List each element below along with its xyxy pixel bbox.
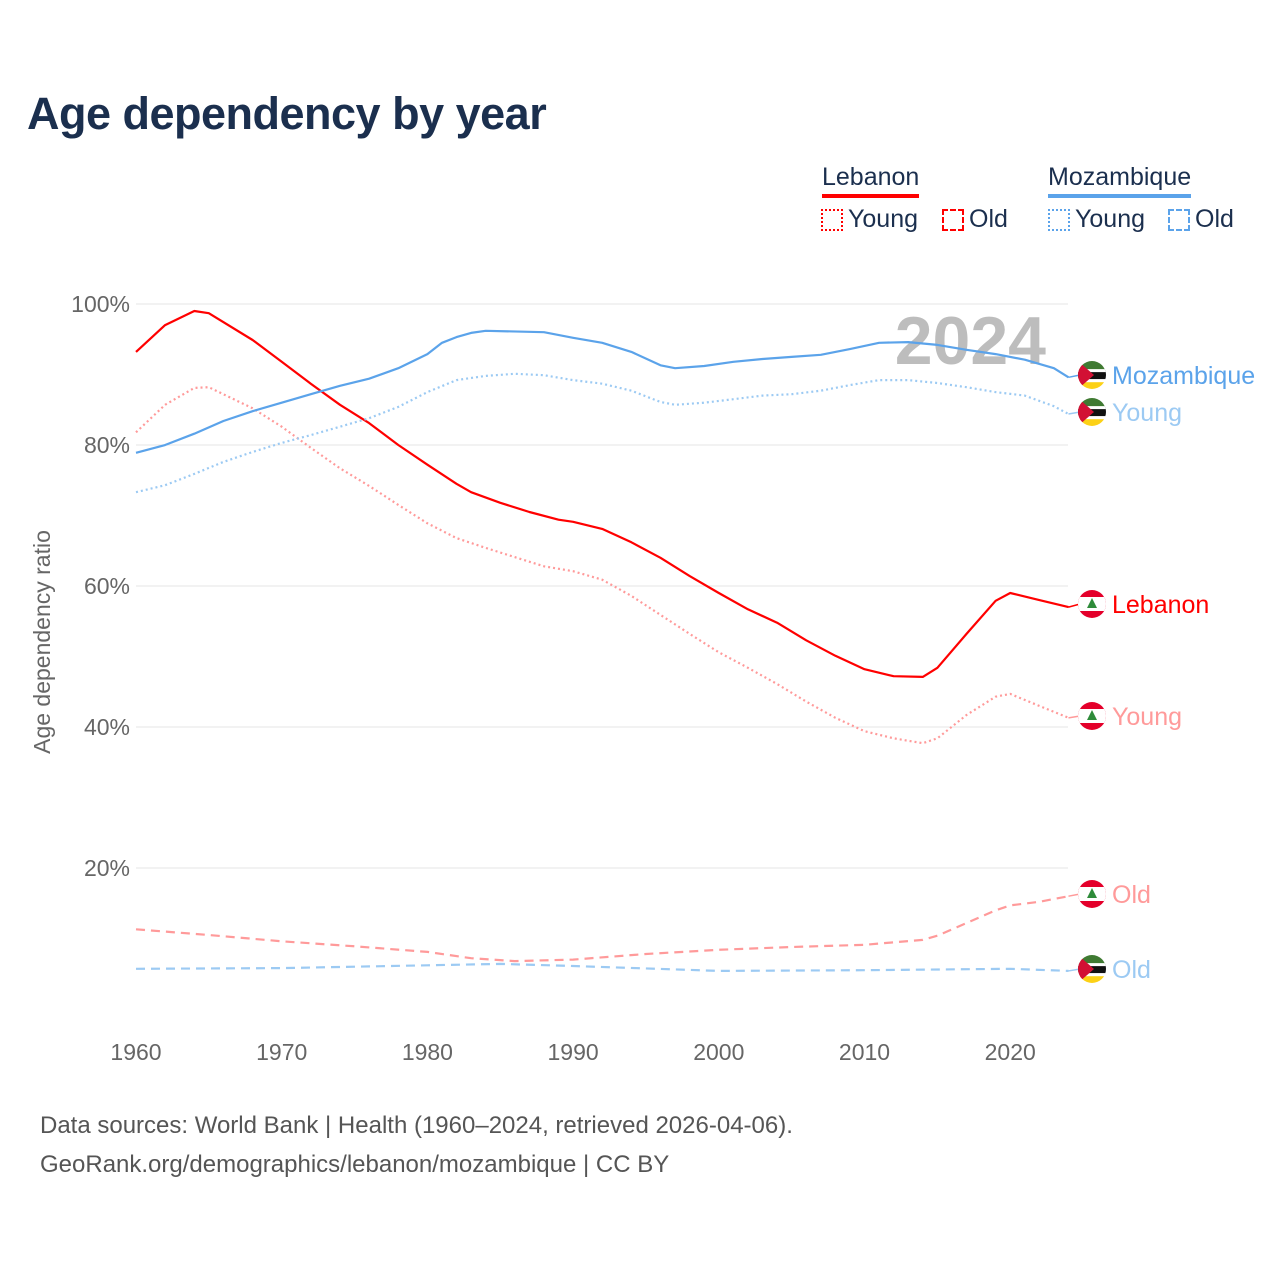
mozambique-flag-icon	[1078, 398, 1106, 426]
x-tick-label: 2020	[985, 1039, 1036, 1065]
legend-label: Old	[1195, 205, 1234, 233]
legend-lebanon-old[interactable]: Old	[942, 205, 1008, 234]
series-end-label: Young	[1112, 703, 1182, 731]
footer: Data sources: World Bank | Health (1960–…	[40, 1106, 793, 1184]
mozambique-flag-icon	[1078, 955, 1106, 983]
y-tick-label: 40%	[84, 714, 130, 740]
lebanon-flag-icon	[1078, 590, 1106, 618]
y-axis-label: Age dependency ratio	[29, 530, 55, 754]
legend-label: Old	[969, 205, 1008, 233]
series-line-mozambique-old	[135, 962, 1069, 972]
lebanon-flag-icon	[1078, 880, 1106, 908]
series-line-lebanon	[135, 309, 1069, 678]
series-end-label: Mozambique	[1112, 362, 1255, 390]
series-end-label: Old	[1112, 956, 1151, 984]
x-tick-label: 1980	[402, 1039, 453, 1065]
year-watermark: 2024	[895, 303, 1046, 379]
y-tick-label: 20%	[84, 855, 130, 881]
x-tick-label: 1990	[548, 1039, 599, 1065]
legend-mozambique[interactable]: Mozambique	[1048, 163, 1192, 198]
x-tick-label: 1960	[110, 1039, 161, 1065]
series-line-lebanon-young	[135, 386, 1069, 745]
x-tick-label: 2010	[839, 1039, 890, 1065]
x-tick-label: 2000	[693, 1039, 744, 1065]
series-end-label: Old	[1112, 881, 1151, 909]
legend-label: Young	[1075, 205, 1145, 233]
series-end-label: Lebanon	[1112, 591, 1209, 619]
mozambique-flag-icon	[1078, 361, 1106, 389]
legend-mozambique-young[interactable]: Young	[1048, 205, 1145, 234]
data-source-text: Data sources: World Bank | Health (1960–…	[40, 1112, 793, 1139]
lebanon-flag-icon	[1078, 702, 1106, 730]
legend-mozambique-old[interactable]: Old	[1168, 205, 1234, 234]
legend-lebanon[interactable]: Lebanon	[822, 163, 920, 198]
series-end-label: Young	[1112, 399, 1182, 427]
dashed-swatch-icon	[1168, 208, 1190, 231]
legend-label: Young	[848, 205, 918, 233]
y-tick-label: 60%	[84, 573, 130, 599]
dotted-swatch-icon	[821, 208, 843, 231]
attribution-link[interactable]: GeoRank.org/demographics/lebanon/mozambi…	[40, 1151, 670, 1178]
legend-lebanon-young[interactable]: Young	[821, 205, 918, 234]
x-tick-label: 1970	[256, 1039, 307, 1065]
y-tick-label: 100%	[71, 291, 130, 317]
dotted-swatch-icon	[1048, 208, 1070, 231]
series-line-mozambique-young	[135, 372, 1070, 494]
dashed-swatch-icon	[942, 208, 964, 231]
series-line-lebanon-old	[135, 895, 1069, 963]
chart-title: Age dependency by year	[27, 88, 547, 139]
y-tick-label: 80%	[84, 432, 130, 458]
series-line-mozambique	[135, 329, 1070, 454]
